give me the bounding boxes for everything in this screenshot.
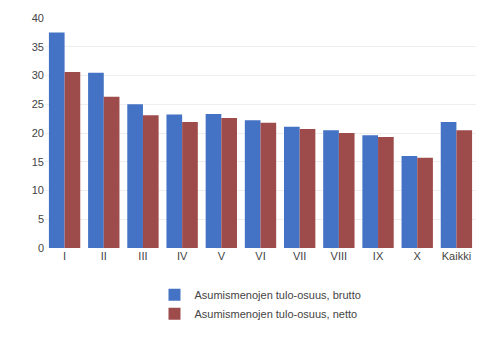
svg-text:VI: VI xyxy=(255,250,265,262)
svg-text:II: II xyxy=(101,250,107,262)
svg-text:30: 30 xyxy=(32,69,44,81)
svg-text:I: I xyxy=(63,250,66,262)
svg-text:VIII: VIII xyxy=(331,250,348,262)
svg-text:15: 15 xyxy=(32,156,44,168)
svg-text:10: 10 xyxy=(32,184,44,196)
svg-text:X: X xyxy=(414,250,422,262)
svg-text:IV: IV xyxy=(177,250,188,262)
svg-text:Asumismenojen tulo-osuus, nett: Asumismenojen tulo-osuus, netto xyxy=(195,308,358,320)
svg-text:IX: IX xyxy=(373,250,384,262)
svg-text:25: 25 xyxy=(32,98,44,110)
svg-text:40: 40 xyxy=(32,12,44,24)
svg-text:VII: VII xyxy=(293,250,306,262)
svg-text:III: III xyxy=(138,250,147,262)
svg-text:20: 20 xyxy=(32,127,44,139)
svg-text:0: 0 xyxy=(38,242,44,254)
svg-text:35: 35 xyxy=(32,41,44,53)
svg-text:5: 5 xyxy=(38,213,44,225)
svg-text:Asumismenojen tulo-osuus, brut: Asumismenojen tulo-osuus, brutto xyxy=(195,289,361,301)
svg-text:Kaikki: Kaikki xyxy=(442,250,471,262)
svg-text:V: V xyxy=(218,250,226,262)
